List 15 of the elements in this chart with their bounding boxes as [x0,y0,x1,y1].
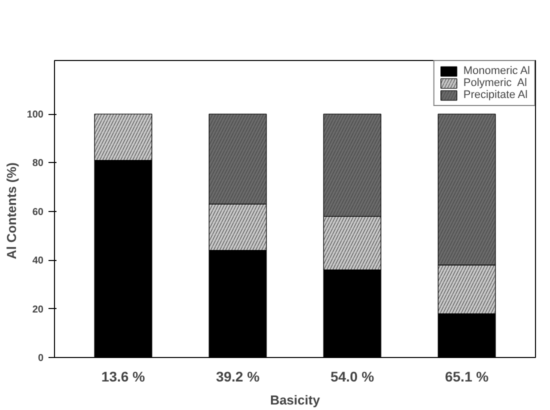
y-axis-title: Al Contents (%) [4,162,19,260]
legend-label: Polymeric Al [463,77,527,89]
y-tick-label: 20 [32,304,44,316]
y-tick-label: 100 [26,110,44,121]
legend-label: Monomeric Al [463,65,530,77]
x-tick-label: 13.6 % [101,368,146,384]
y-tick-label: 80 [32,158,44,170]
x-tick-label: 54.0 % [330,368,375,384]
x-tick-label: 39.2 % [216,368,260,384]
x-tick-label: 65.1 % [444,368,490,384]
legend-label: Precipitate Al [463,89,528,101]
y-tick-label: 0 [38,353,44,364]
y-tick-label: 40 [32,256,44,267]
x-axis-title: Basicity [270,392,321,408]
y-tick-label: 60 [32,206,44,218]
